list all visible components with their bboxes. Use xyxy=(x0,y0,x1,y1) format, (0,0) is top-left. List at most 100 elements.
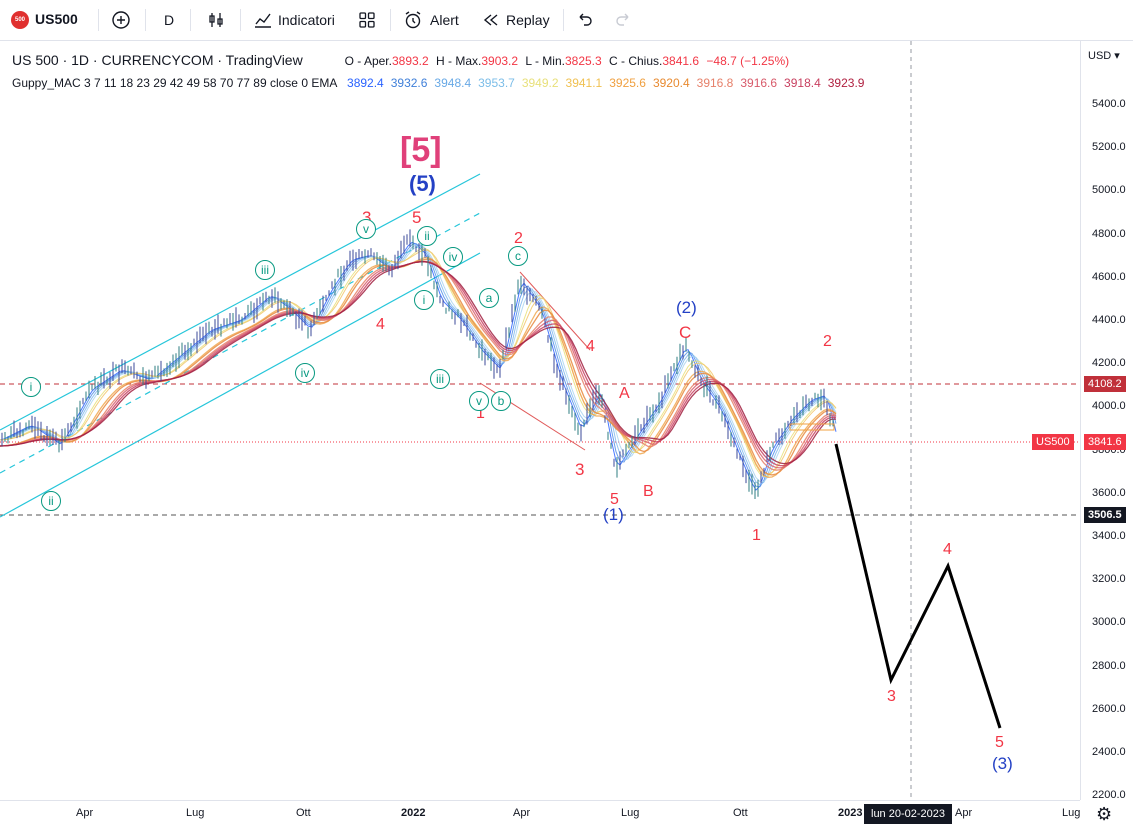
currency-selector[interactable]: USD ▾ xyxy=(1088,50,1120,62)
price-axis[interactable] xyxy=(1080,41,1133,800)
wave-label: 2 xyxy=(823,333,832,350)
channel-lower-line xyxy=(0,252,481,518)
time-tick-label: Ott xyxy=(733,807,748,819)
time-tick-label: Lug xyxy=(1062,807,1081,819)
wave-label-circled: iv xyxy=(295,363,315,383)
wave-label-circled: iii xyxy=(255,260,275,280)
compare-button[interactable] xyxy=(111,8,131,32)
guppy-ema-line xyxy=(0,256,837,478)
indicators-label: Indicatori xyxy=(278,12,335,28)
indicator-title[interactable]: Guppy_MAC 3 7 11 18 23 29 42 49 58 70 77… xyxy=(12,76,337,90)
chart-style-button[interactable] xyxy=(206,8,226,32)
gear-icon[interactable]: ⚙ xyxy=(1096,804,1113,824)
wave-label: 4 xyxy=(943,541,952,558)
indicator-value: 3916.8 xyxy=(696,76,734,90)
price-tick-label: 3600.0 xyxy=(1092,486,1126,499)
price-tick-label: 2600.0 xyxy=(1092,702,1126,715)
level-high-tag: 4108.2 xyxy=(1084,376,1126,392)
replay-label: Replay xyxy=(506,12,550,28)
crosshair-date-tag: lun 20-02-2023 xyxy=(864,804,953,824)
wave-label: 3 xyxy=(887,688,896,705)
price-bars xyxy=(1,229,834,499)
price-tick-label: 3400.0 xyxy=(1092,530,1126,542)
time-tick-label: Apr xyxy=(955,807,973,819)
wave-label-circled: iii xyxy=(430,369,450,389)
undo-button[interactable] xyxy=(576,8,594,32)
channel-upper-line xyxy=(0,173,481,431)
symbol-search-button[interactable]: US500 xyxy=(35,11,78,27)
rewind-icon xyxy=(483,14,498,26)
wave-label: 2 xyxy=(514,230,523,247)
price-tick-label: 2800.0 xyxy=(1092,659,1126,672)
level-low-tag: 3506.5 xyxy=(1084,507,1126,523)
wave-label: 3 xyxy=(362,208,372,227)
price-tick-label: 5000.0 xyxy=(1092,184,1126,197)
replay-button[interactable]: Replay xyxy=(482,8,550,32)
guppy-ema-line xyxy=(0,244,837,486)
indicator-value: 3923.9 xyxy=(827,76,865,90)
wave-label: 5 xyxy=(995,734,1004,751)
redo-button[interactable] xyxy=(614,8,632,32)
wave-label: 4 xyxy=(376,316,385,333)
toolbar-divider xyxy=(240,9,241,31)
time-tick-label: Lug xyxy=(621,807,640,819)
chart-pane[interactable]: [5] (5) xyxy=(0,41,1080,800)
toolbar-divider xyxy=(563,9,564,31)
symbol-logo-icon: 500 xyxy=(11,11,29,29)
undo-icon xyxy=(579,13,592,26)
open-label: O - Aper. xyxy=(344,54,392,68)
guppy-ema-line xyxy=(0,258,837,476)
indicators-button[interactable]: Indicatori xyxy=(253,8,335,32)
wave-label: 1 xyxy=(752,527,761,544)
indicator-value: 3925.6 xyxy=(609,76,646,90)
templates-button[interactable] xyxy=(358,8,376,32)
toolbar-divider xyxy=(145,9,146,31)
wave-label-circled: v xyxy=(356,219,376,239)
time-tick-label: Apr xyxy=(76,807,94,819)
toolbar-divider xyxy=(98,9,99,31)
wave-label: (2) xyxy=(676,298,697,317)
wave-label: C xyxy=(679,323,692,342)
price-tick-label: 5400.0 xyxy=(1092,98,1126,110)
wave-label-circled: ii xyxy=(417,226,437,246)
wave-label-circled: b xyxy=(491,391,511,411)
price-tick-label: 2400.0 xyxy=(1092,746,1126,758)
candles-icon xyxy=(209,13,223,27)
wave-label: B xyxy=(643,483,654,500)
grid-layout-icon xyxy=(359,12,375,28)
indicator-value: 3953.7 xyxy=(478,76,515,90)
alert-button[interactable]: Alert xyxy=(403,8,459,32)
price-tick-label: 4400.0 xyxy=(1092,314,1126,326)
price-tick-label: 4000.0 xyxy=(1092,400,1126,413)
time-tick-label: Apr xyxy=(513,807,531,819)
indicator-value: 3932.6 xyxy=(390,76,428,90)
guppy-ema-line xyxy=(0,261,837,465)
indicator-value: 3920.4 xyxy=(652,76,690,90)
time-tick-label: Lug xyxy=(186,807,205,819)
time-axis[interactable] xyxy=(0,800,1080,833)
wave-label: 3 xyxy=(575,460,585,479)
price-tick-label: 2200.0 xyxy=(1092,789,1126,802)
price-chart[interactable] xyxy=(0,41,1080,800)
wave-label: A xyxy=(619,385,630,402)
chart-title: US 500 · 1D · CURRENCYCOM · TradingView xyxy=(12,52,303,68)
high-value: 3903.2 xyxy=(481,54,519,68)
add-circle-icon xyxy=(112,11,130,29)
price-tick-label: 3200.0 xyxy=(1092,573,1126,586)
close-label: C - Chius. xyxy=(609,54,663,68)
price-tick-label: 4200.0 xyxy=(1092,357,1126,370)
indicators-icon xyxy=(255,13,271,28)
low-value: 3825.3 xyxy=(564,54,602,68)
indicator-value: 3918.4 xyxy=(784,76,821,90)
wave-label-circled: i xyxy=(21,377,41,397)
price-tick-label: 5200.0 xyxy=(1092,141,1126,154)
interval-button[interactable]: D xyxy=(164,12,175,28)
wave-label-major-5: [5] xyxy=(400,131,442,169)
toolbar-divider xyxy=(190,9,191,31)
redo-icon xyxy=(616,13,629,26)
wave-label: (1) xyxy=(603,505,624,524)
indicator-value: 3892.4 xyxy=(347,76,384,90)
wave-label-circled: ii xyxy=(41,491,61,511)
time-tick-label: Ott xyxy=(296,807,311,819)
wave-label-circled: iv xyxy=(443,247,463,267)
